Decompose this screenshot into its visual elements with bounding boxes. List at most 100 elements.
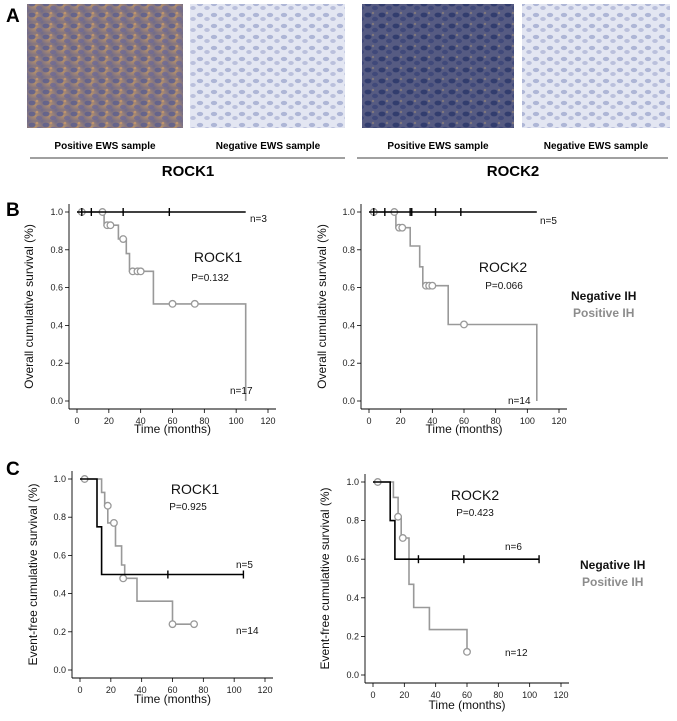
y-tick-label: 1.0 <box>342 207 355 217</box>
y-tick-label: 0.8 <box>342 245 355 255</box>
censor-marker <box>463 647 471 656</box>
y-axis-title: Event-free cumulative survival (%) <box>318 487 332 669</box>
x-tick-label: 60 <box>459 416 469 426</box>
y-tick-label: 0.2 <box>346 631 359 641</box>
km-curve-positive <box>80 478 195 625</box>
y-tick-label: 0.0 <box>342 396 355 406</box>
plot-title: ROCK2 <box>479 259 527 275</box>
legend-positive-ih-c: Positive IH <box>582 575 643 589</box>
x-tick-label: 20 <box>399 690 409 700</box>
censor-marker <box>190 620 199 629</box>
x-tick-label: 80 <box>198 685 208 695</box>
censor-marker <box>119 574 128 583</box>
n-label: n=14 <box>508 396 531 407</box>
sample-caption-4: Negative EWS sample <box>544 141 649 152</box>
p-value: P=0.132 <box>191 273 229 284</box>
n-label: n=6 <box>505 542 522 553</box>
y-tick-label: 0.4 <box>50 320 63 330</box>
censor-marker <box>398 534 407 542</box>
n-label: n=3 <box>250 214 267 225</box>
x-tick-label: 60 <box>167 685 177 695</box>
censor-marker <box>428 281 437 290</box>
x-axis-title: Time (months) <box>426 422 503 436</box>
y-tick-label: 0.6 <box>342 283 355 293</box>
x-tick-label: 120 <box>553 690 568 700</box>
negative-ews-image-rock2 <box>522 4 670 128</box>
p-value: P=0.925 <box>169 502 207 513</box>
n-label: n=5 <box>540 216 557 227</box>
km-curve-positive <box>373 481 468 652</box>
x-axis-title: Time (months) <box>134 422 211 436</box>
y-tick-label: 0.0 <box>346 670 359 680</box>
censor-marker <box>109 518 118 527</box>
y-axis-title: Event-free cumulative survival (%) <box>26 483 40 665</box>
y-tick-label: 0.8 <box>346 516 359 526</box>
plot-title: ROCK1 <box>171 481 219 497</box>
censor-marker <box>168 620 177 629</box>
plot-title: ROCK1 <box>194 249 242 265</box>
y-axis-title: Overall cumulative survival (%) <box>22 224 36 389</box>
y-tick-label: 0.8 <box>53 512 66 522</box>
censor-marker <box>394 512 403 521</box>
censor-marker <box>168 299 177 308</box>
x-tick-label: 100 <box>522 690 537 700</box>
y-tick-label: 0.6 <box>50 283 63 293</box>
censor-marker <box>106 221 115 230</box>
y-tick-label: 1.0 <box>50 207 63 217</box>
y-tick-label: 0.2 <box>53 627 66 637</box>
p-value: P=0.423 <box>456 508 494 519</box>
x-tick-label: 120 <box>260 416 275 426</box>
n-label: n=12 <box>505 648 528 659</box>
plot-b-rock1-overall-survival: 0 20 40 60 80 100 120 0.0 0.2 0.4 0.6 0.8 1.0 Time (m… <box>22 204 276 436</box>
y-tick-label: 0.2 <box>342 358 355 368</box>
n-label: n=17 <box>230 386 253 397</box>
panel-letter-a: A <box>6 6 20 27</box>
rock2-group-heading: ROCK2 <box>487 163 540 180</box>
legend-positive-ih-b: Positive IH <box>573 306 634 320</box>
y-tick-label: 0.0 <box>50 396 63 406</box>
y-tick-label: 0.8 <box>50 245 63 255</box>
censor-marker <box>119 235 128 243</box>
censor-marker <box>398 223 407 232</box>
n-label: n=5 <box>236 560 253 571</box>
x-tick-label: 40 <box>431 690 441 700</box>
y-tick-label: 0.2 <box>50 358 63 368</box>
y-tick-label: 0.4 <box>342 320 355 330</box>
x-tick-label: 40 <box>136 416 146 426</box>
plot-title: ROCK2 <box>451 487 499 503</box>
x-tick-label: 100 <box>520 416 535 426</box>
x-tick-label: 60 <box>167 416 177 426</box>
rock1-group-heading: ROCK1 <box>162 163 215 180</box>
x-axis-title: Time (months) <box>134 692 211 706</box>
km-curve-positive <box>77 211 247 401</box>
sample-caption-3: Positive EWS sample <box>387 141 489 152</box>
x-tick-label: 0 <box>366 416 371 426</box>
x-axis-title: Time (months) <box>429 698 506 712</box>
y-axis-title: Overall cumulative survival (%) <box>315 224 329 389</box>
x-tick-label: 120 <box>551 416 566 426</box>
positive-ews-image-rock1 <box>27 4 183 128</box>
positive-ews-image-rock2 <box>362 4 514 128</box>
n-label: n=14 <box>236 626 259 637</box>
x-tick-label: 60 <box>462 690 472 700</box>
legend-negative-ih-b: Negative IH <box>571 289 636 303</box>
plot-c-rock1-event-free-survival: 0 20 40 60 80 100 120 0.0 0.2 0.4 0.6 0.8 1.0 Time (m… <box>26 471 273 706</box>
panel-letter-b: B <box>6 200 20 221</box>
x-tick-label: 80 <box>199 416 209 426</box>
censor-marker <box>136 267 145 276</box>
sample-caption-1: Positive EWS sample <box>54 141 156 152</box>
x-tick-label: 100 <box>227 685 242 695</box>
x-tick-label: 120 <box>257 685 272 695</box>
y-tick-label: 1.0 <box>53 474 66 484</box>
negative-ews-image-rock1 <box>190 4 345 128</box>
x-tick-label: 0 <box>74 416 79 426</box>
km-curve-negative <box>80 478 244 576</box>
y-tick-label: 1.0 <box>346 477 359 487</box>
plot-b-rock2-overall-survival: 0 20 40 60 80 100 120 0.0 0.2 0.4 0.6 0.8 1.0 Time (m… <box>315 204 567 436</box>
km-curve-positive <box>369 211 538 401</box>
x-tick-label: 20 <box>106 685 116 695</box>
sample-caption-2: Negative EWS sample <box>216 141 321 152</box>
x-tick-label: 20 <box>396 416 406 426</box>
y-tick-label: 0.4 <box>53 589 66 599</box>
